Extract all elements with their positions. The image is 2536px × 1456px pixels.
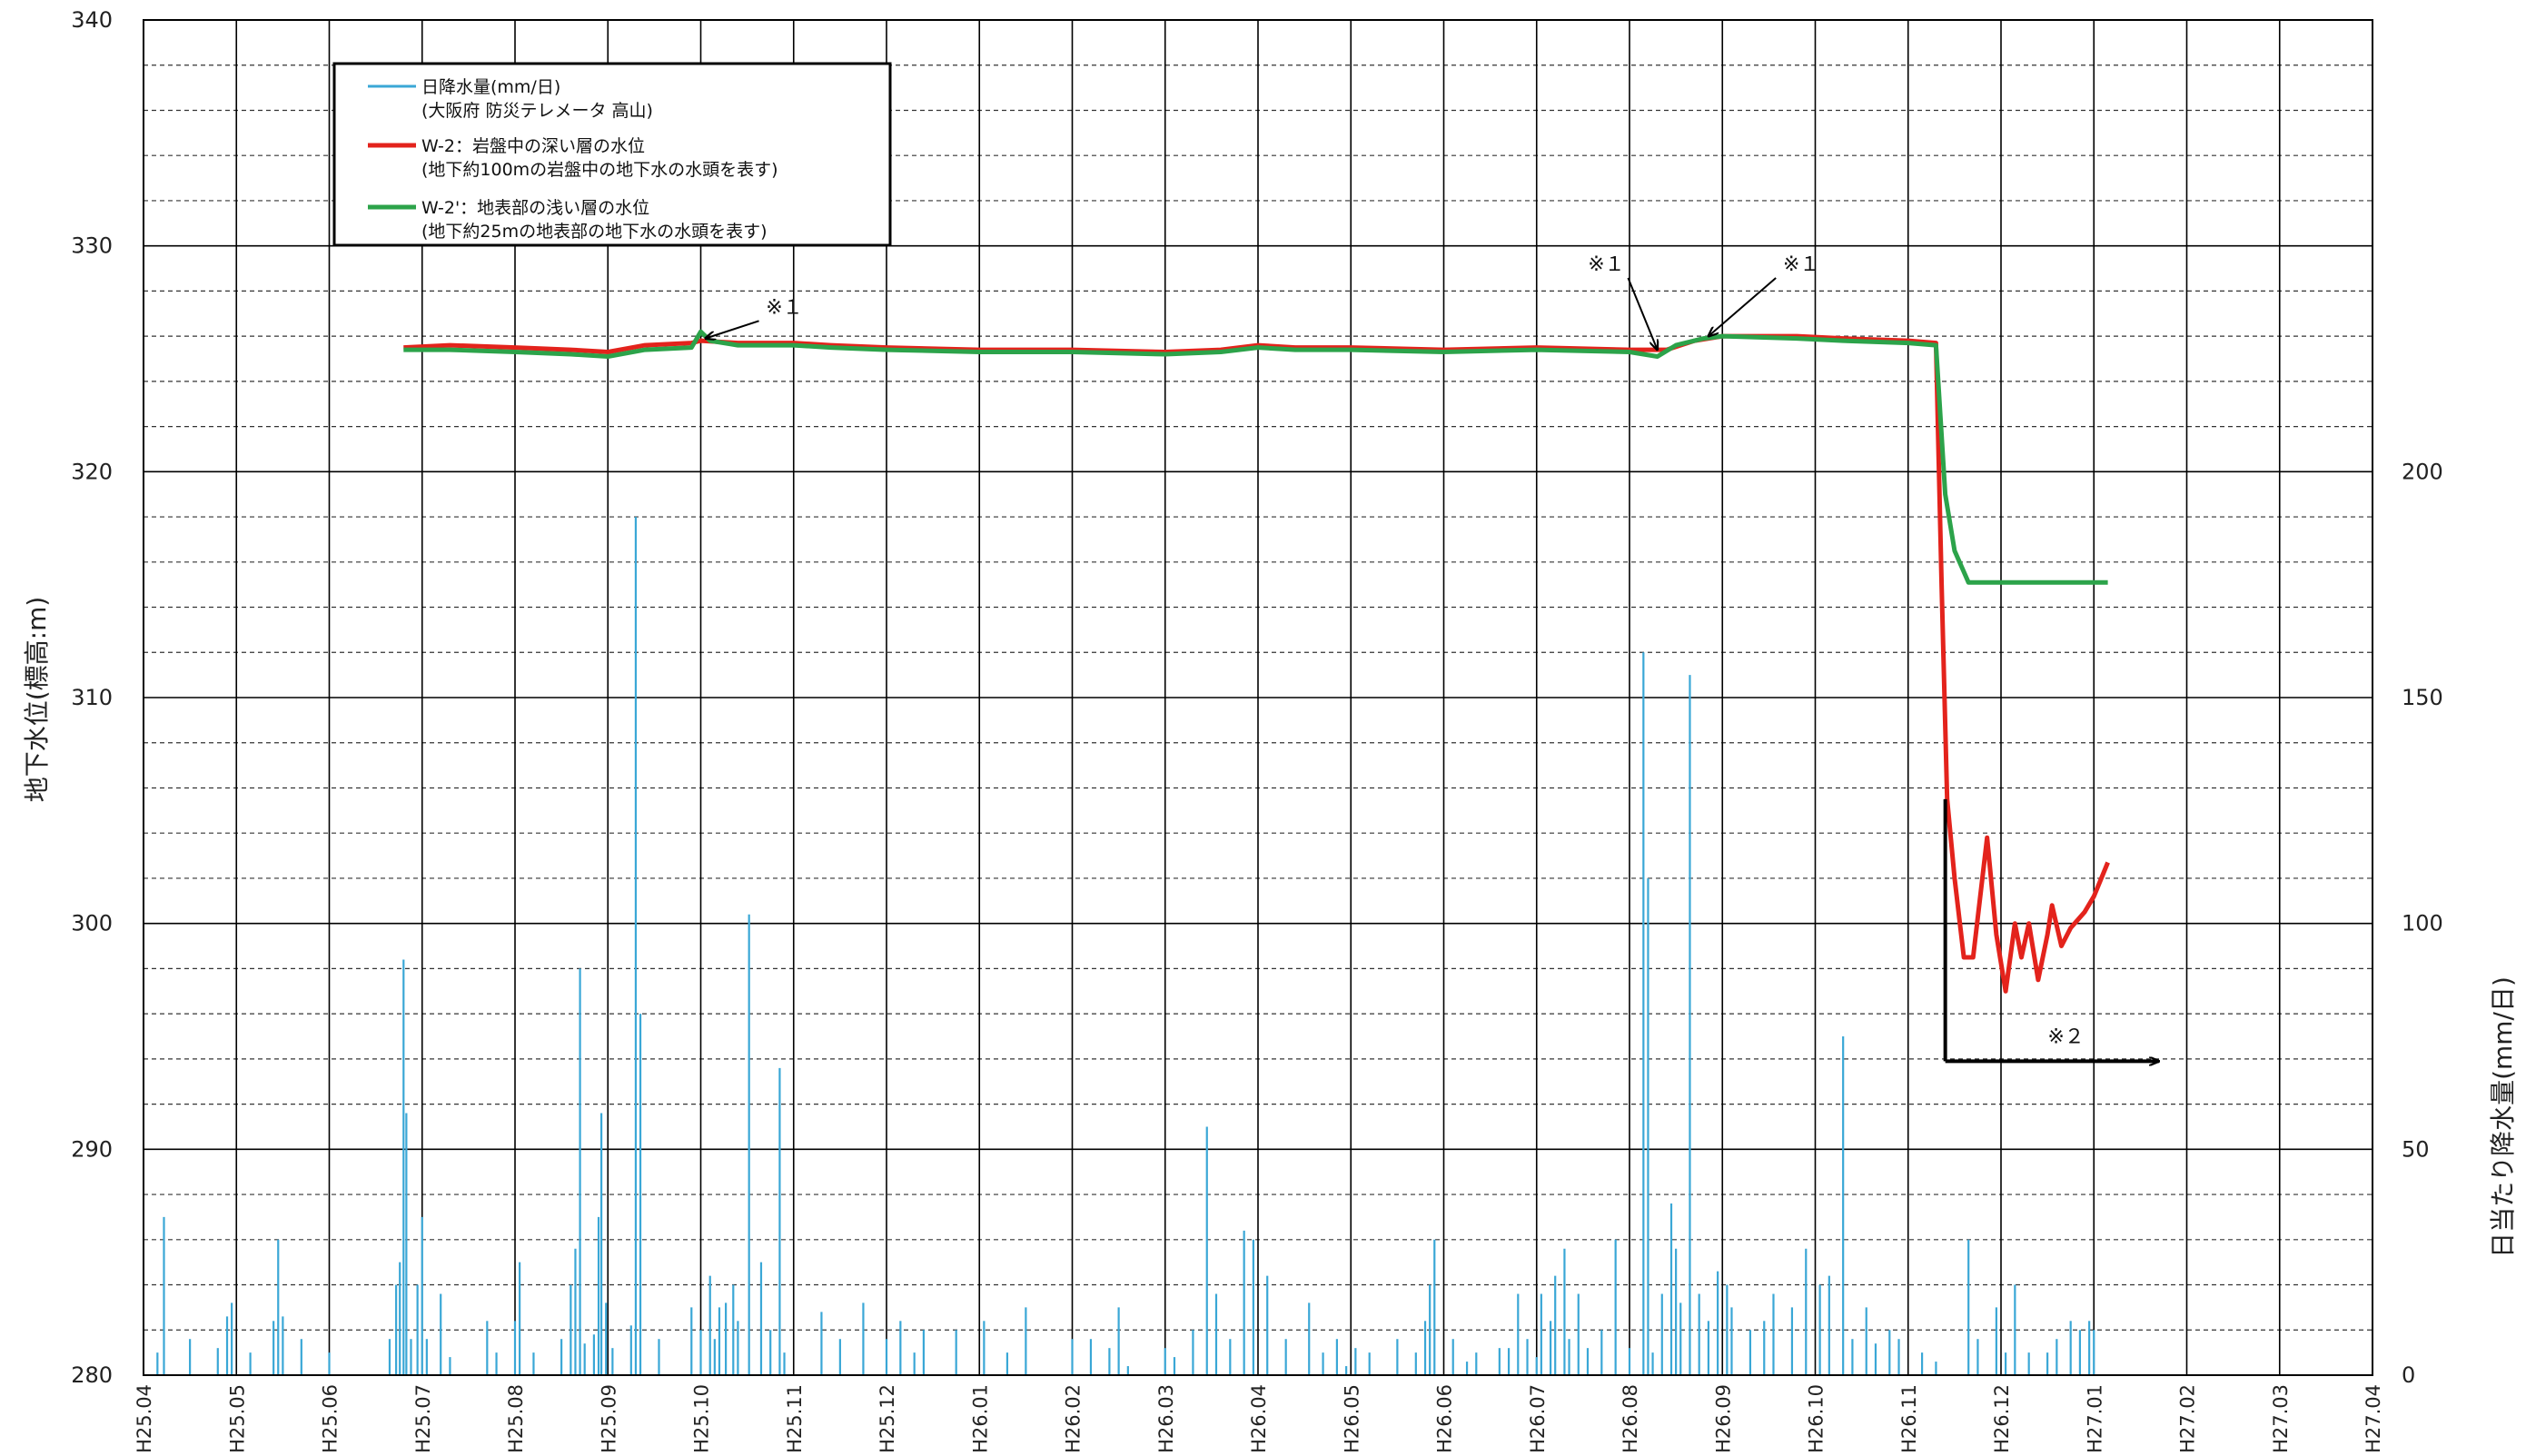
x-tick-label: H26.10	[1806, 1384, 1828, 1453]
annotations: ※１ ※１ ※１ ※２	[706, 253, 2159, 1061]
x-tick-label: H26.08	[1620, 1384, 1641, 1453]
x-tick-label: H25.07	[412, 1384, 434, 1453]
x-tick-label: H27.03	[2270, 1384, 2292, 1453]
y-left-axis-title: 地下水位(標高:m)	[22, 597, 52, 803]
x-tick-label: H25.12	[877, 1384, 898, 1453]
series-lines	[403, 329, 2110, 994]
annotation-label: ※１	[1783, 253, 1819, 276]
y-left-tick-label: 320	[71, 459, 113, 484]
x-tick-label: H26.09	[1712, 1384, 1734, 1453]
legend-label-w2: W-2：岩盤中の深い層の水位	[421, 136, 645, 156]
y-right-tick-label: 200	[2402, 459, 2443, 484]
x-tick-label: H26.05	[1341, 1384, 1362, 1453]
y-right-tick-label: 100	[2402, 911, 2443, 936]
x-tick-label: H26.03	[1155, 1384, 1177, 1453]
y-left-tick-label: 280	[71, 1362, 113, 1388]
x-tick-label: H26.07	[1527, 1384, 1549, 1453]
plot-frame	[143, 19, 2373, 1376]
x-tick-label: H27.02	[2177, 1384, 2199, 1453]
annotation-arrow	[706, 320, 759, 338]
tick-labels: 280 290 300 310 320 330 340 0 50 100 150 200 H25.04 H…	[71, 7, 2443, 1453]
x-tick-label: H25.04	[134, 1384, 155, 1453]
y-left-tick-label: 300	[71, 911, 113, 936]
x-tick-label: H27.04	[2363, 1384, 2384, 1453]
y-right-axis-title: 日当たり降水量(mm/日)	[2488, 976, 2518, 1258]
x-tick-label: H25.05	[226, 1384, 248, 1453]
x-tick-label: H26.01	[969, 1384, 991, 1453]
annotation-label: ※１	[766, 296, 802, 319]
x-tick-label: H25.11	[784, 1384, 806, 1453]
x-tick-label: H25.09	[598, 1384, 619, 1453]
legend-sub-w2-prime: (地下約25mの地表部の地下水の水頭を表す)	[421, 222, 768, 242]
legend-box	[332, 62, 892, 247]
legend-sub-precipitation: (大阪府 防災テレメータ 高山)	[421, 101, 653, 121]
legend-sub-w2: (地下約100mの岩盤中の地下水の水頭を表す)	[421, 160, 778, 180]
x-tick-label: H25.06	[320, 1384, 342, 1453]
grid	[144, 20, 2373, 1375]
x-tick-label: H26.02	[1063, 1384, 1085, 1453]
legend-label-precipitation: 日降水量(mm/日)	[421, 77, 560, 97]
annotation-label: ※２	[2047, 1025, 2084, 1048]
annotation-arrow	[1627, 277, 1657, 350]
series-line-w2	[403, 333, 2110, 994]
precipitation-bars	[156, 517, 2095, 1375]
y-left-tick-label: 310	[71, 685, 113, 710]
y-right-tick-label: 50	[2402, 1136, 2430, 1162]
series-line-w2-prime	[403, 329, 2108, 585]
y-right-tick-label: 0	[2402, 1362, 2415, 1388]
y-right-tick-label: 150	[2402, 685, 2443, 710]
x-tick-label: H25.08	[505, 1384, 527, 1453]
plot-border	[143, 19, 2373, 1376]
y-left-tick-label: 330	[71, 233, 113, 259]
x-tick-label: H26.04	[1248, 1384, 1270, 1453]
x-tick-label: H25.10	[691, 1384, 713, 1453]
y-left-tick-label: 290	[71, 1136, 113, 1162]
y-left-tick-label: 340	[71, 7, 113, 33]
annotation-label: ※１	[1588, 253, 1624, 276]
x-tick-label: H27.01	[2084, 1384, 2105, 1453]
annotation-arrow	[1709, 277, 1777, 336]
x-tick-label: H26.11	[1898, 1384, 1920, 1453]
x-tick-label: H26.06	[1434, 1384, 1456, 1453]
legend-label-w2-prime: W-2'：地表部の浅い層の水位	[421, 198, 649, 218]
legend: 日降水量(mm/日) (大阪府 防災テレメータ 高山) W-2：岩盤中の深い層の…	[332, 62, 892, 247]
x-tick-label: H26.12	[1991, 1384, 2013, 1453]
